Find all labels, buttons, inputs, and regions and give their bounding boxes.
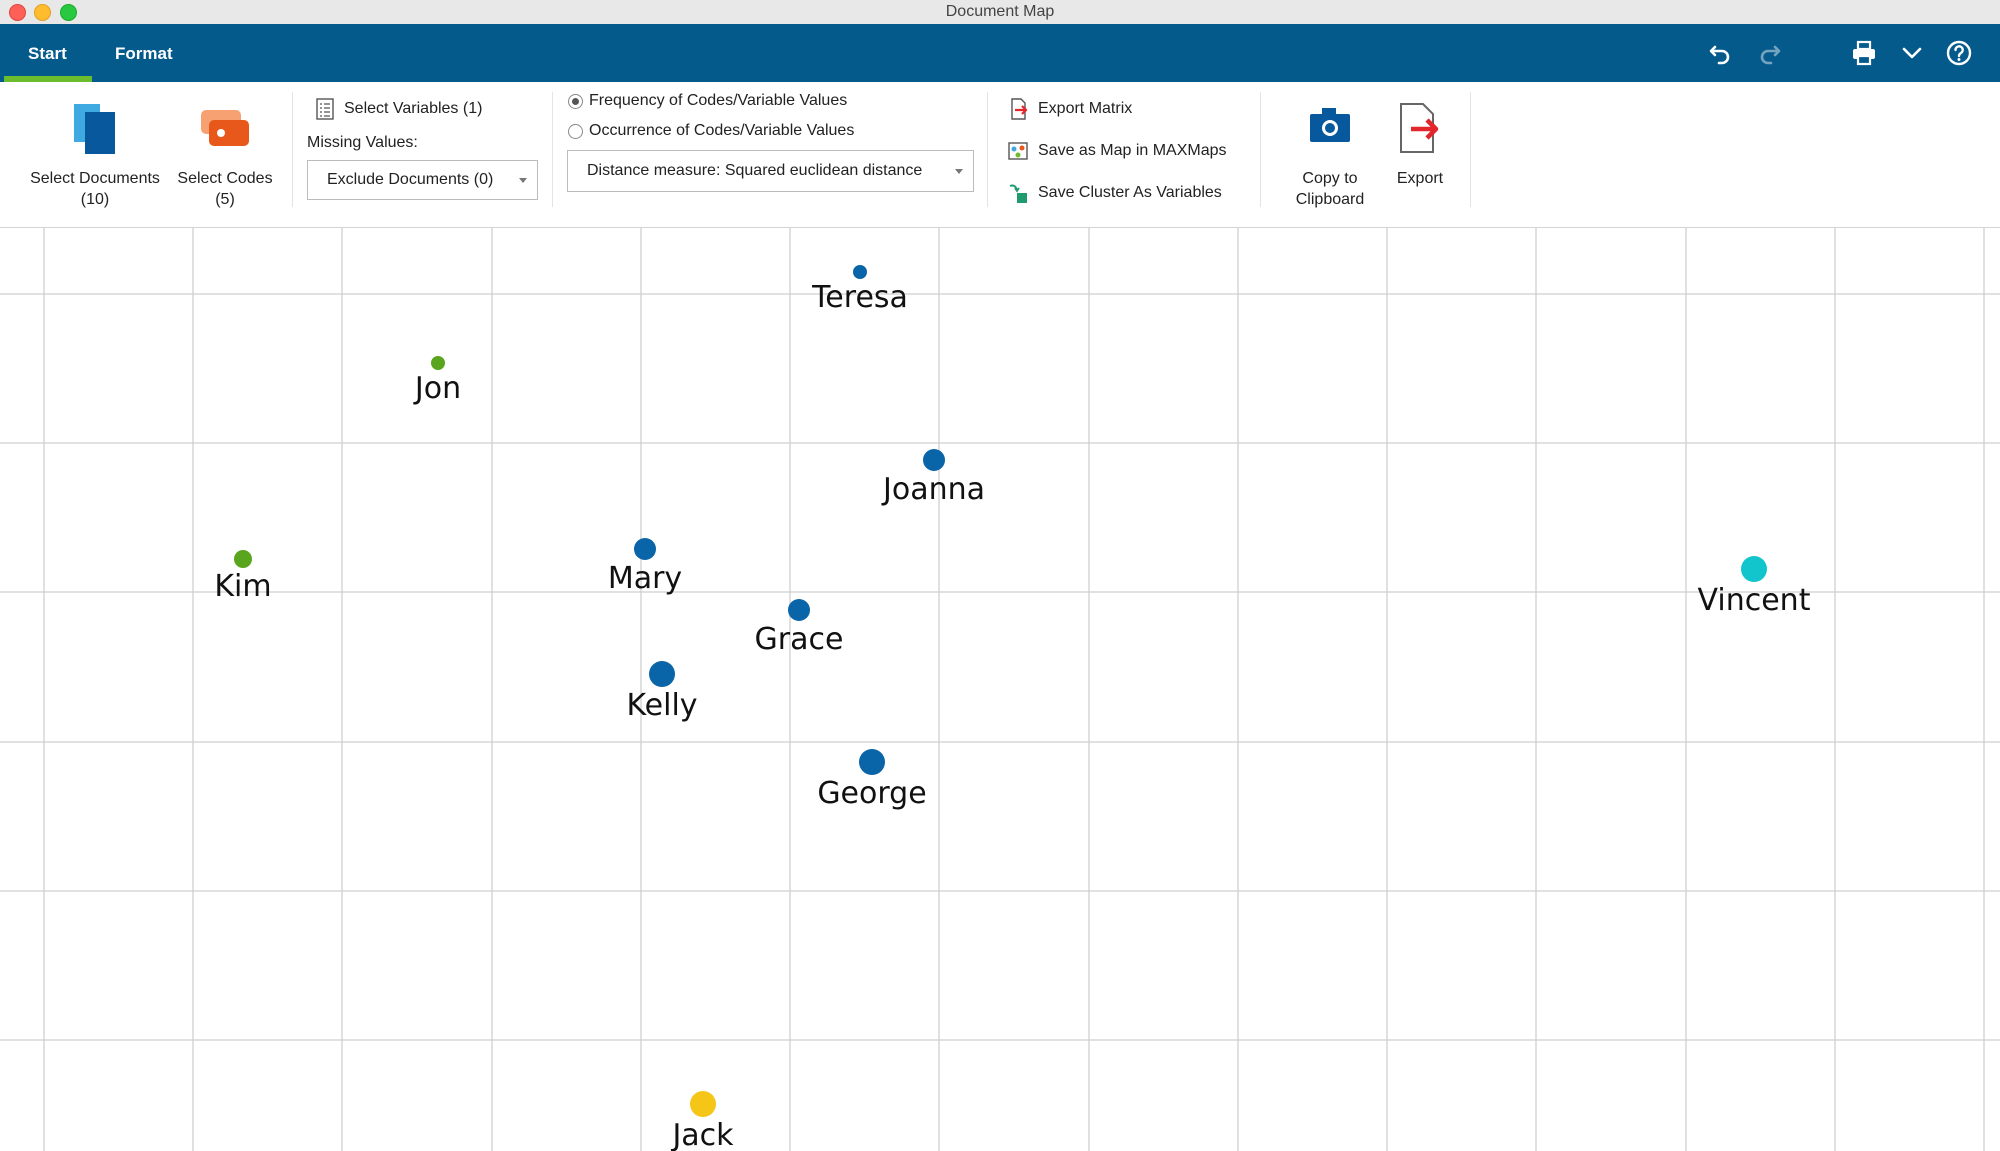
document-label-kelly: Kelly	[626, 688, 697, 723]
document-point-mary[interactable]	[634, 538, 656, 560]
document-label-mary: Mary	[608, 561, 682, 596]
missing-values-selected: Exclude Documents (0)	[327, 171, 494, 188]
copy-to-clipboard-label-1: Copy to	[1302, 170, 1358, 187]
select-variables-button[interactable]: Select Variables (1)	[314, 98, 482, 120]
missing-values-label: Missing Values:	[307, 134, 418, 151]
document-point-jack[interactable]	[690, 1091, 716, 1117]
chevron-down-icon[interactable]	[1897, 38, 1927, 68]
select-variables-label: Select Variables (1)	[344, 100, 483, 117]
save-cluster-icon	[1008, 182, 1030, 204]
ribbon-tab-bar: Start Format	[0, 24, 2000, 82]
redo-icon[interactable]	[1754, 38, 1784, 68]
close-window-button[interactable]	[9, 4, 26, 21]
export-icon	[1397, 102, 1443, 160]
select-codes-count: (5)	[215, 191, 235, 208]
ribbon-separator	[987, 92, 988, 207]
maxmaps-icon	[1008, 140, 1030, 162]
dropdown-caret-icon	[955, 169, 963, 174]
tab-format[interactable]: Format	[115, 44, 173, 63]
document-label-joanna: Joanna	[881, 472, 985, 507]
ribbon-separator	[1260, 92, 1261, 207]
document-map-plot: Teresa Jon Joanna Kim Mary Vincent Grace Kelly G…	[0, 228, 2000, 1151]
document-point-grace[interactable]	[788, 599, 810, 621]
copy-to-clipboard-label-2: Clipboard	[1295, 191, 1365, 208]
radio-frequency-circle[interactable]	[568, 93, 583, 109]
ribbon-panel: Select Documents (10) Select Codes (5) S…	[0, 82, 2000, 228]
ribbon-separator	[292, 92, 293, 207]
document-label-kim: Kim	[214, 569, 271, 604]
window-title: Document Map	[945, 3, 1055, 20]
document-point-vincent[interactable]	[1741, 556, 1767, 582]
select-codes-button[interactable]: Select Codes (5)	[170, 102, 280, 210]
radio-occurrence-label: Occurrence of Codes/Variable Values	[589, 122, 855, 139]
variables-list-icon	[314, 98, 336, 120]
radio-frequency[interactable]: Frequency of Codes/Variable Values	[568, 92, 847, 110]
minimize-window-button[interactable]	[34, 4, 51, 21]
select-codes-label: Select Codes	[177, 170, 273, 187]
copy-to-clipboard-button[interactable]: Copy to Clipboard	[1278, 102, 1382, 210]
document-point-george[interactable]	[859, 749, 885, 775]
document-point-kim[interactable]	[234, 550, 252, 568]
help-icon[interactable]	[1944, 38, 1974, 68]
document-map-canvas[interactable]: Teresa Jon Joanna Kim Mary Vincent Grace Kelly G…	[0, 228, 2000, 1151]
document-label-jon: Jon	[413, 371, 461, 406]
save-as-map-button[interactable]: Save as Map in MAXMaps	[1008, 140, 1227, 162]
codes-icon	[199, 102, 251, 162]
distance-measure-selected: Distance measure: Squared euclidean dist…	[587, 162, 923, 179]
distance-measure-dropdown[interactable]: Distance measure: Squared euclidean dist…	[567, 150, 974, 192]
document-point-joanna[interactable]	[923, 449, 945, 471]
export-matrix-label: Export Matrix	[1038, 100, 1133, 117]
camera-icon	[1307, 102, 1353, 154]
document-point-kelly[interactable]	[649, 661, 675, 687]
save-cluster-button[interactable]: Save Cluster As Variables	[1008, 182, 1222, 204]
radio-occurrence[interactable]: Occurrence of Codes/Variable Values	[568, 122, 854, 140]
document-label-jack: Jack	[670, 1118, 734, 1151]
window-titlebar: Document Map	[0, 0, 2000, 25]
undo-icon[interactable]	[1706, 38, 1736, 68]
document-label-george: George	[817, 776, 926, 811]
document-label-grace: Grace	[755, 622, 844, 657]
save-cluster-label: Save Cluster As Variables	[1038, 184, 1222, 201]
tab-start[interactable]: Start	[28, 44, 67, 63]
select-documents-count: (10)	[80, 191, 110, 208]
documents-icon	[70, 102, 120, 162]
document-label-vincent: Vincent	[1698, 583, 1811, 618]
export-matrix-button[interactable]: Export Matrix	[1008, 98, 1132, 120]
radio-frequency-label: Frequency of Codes/Variable Values	[589, 92, 848, 109]
zoom-window-button[interactable]	[60, 4, 77, 21]
print-icon[interactable]	[1849, 38, 1879, 68]
select-documents-label: Select Documents	[30, 170, 160, 187]
missing-values-dropdown[interactable]: Exclude Documents (0)	[307, 160, 538, 200]
export-matrix-icon	[1008, 98, 1030, 120]
ribbon-separator	[1470, 92, 1471, 207]
save-as-map-label: Save as Map in MAXMaps	[1038, 142, 1227, 159]
document-point-teresa[interactable]	[853, 265, 867, 279]
dropdown-caret-icon	[519, 178, 527, 183]
active-tab-indicator	[4, 76, 92, 82]
document-label-teresa: Teresa	[811, 280, 908, 315]
document-point-jon[interactable]	[431, 356, 445, 370]
export-button[interactable]: Export	[1384, 102, 1456, 189]
ribbon-separator	[552, 92, 553, 207]
select-documents-button[interactable]: Select Documents (10)	[22, 102, 168, 210]
radio-occurrence-circle[interactable]	[568, 123, 583, 139]
export-label: Export	[1396, 170, 1444, 187]
